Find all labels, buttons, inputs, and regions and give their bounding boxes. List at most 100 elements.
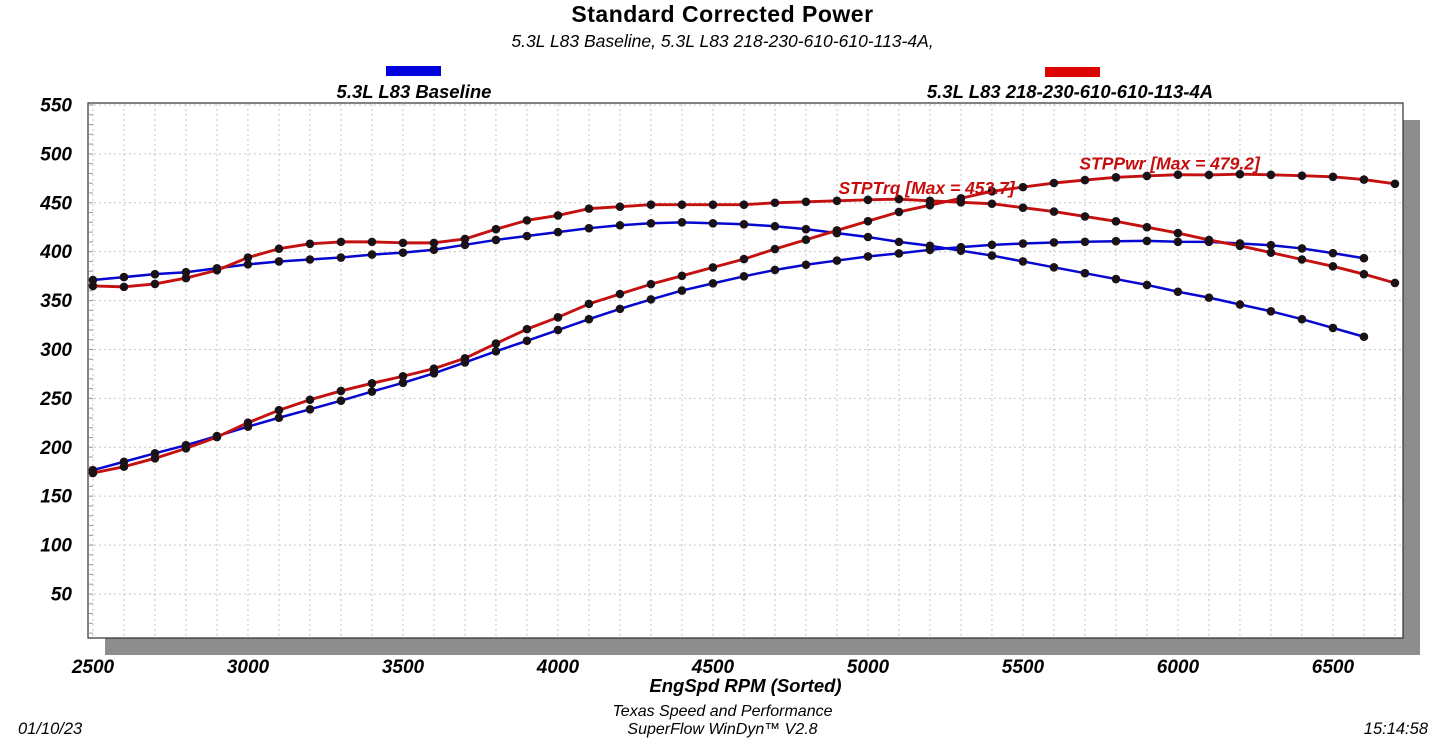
data-point-marker: [584, 204, 594, 213]
data-point-marker: [801, 235, 811, 245]
data-point-marker: [1142, 280, 1152, 290]
data-point-marker: [646, 279, 656, 289]
data-point-marker: [1359, 175, 1369, 184]
data-point-marker: [708, 219, 718, 228]
data-point-marker: [1173, 228, 1183, 238]
data-point-marker: [987, 251, 997, 260]
data-point-marker: [1266, 307, 1276, 316]
data-point-marker: [429, 245, 439, 255]
data-point-marker: [336, 396, 346, 406]
data-point-marker: [1080, 268, 1090, 278]
data-point-marker: [1204, 235, 1214, 245]
y-tick-label: 550: [40, 95, 72, 116]
data-point-marker: [491, 339, 501, 348]
data-point-marker: [1204, 293, 1214, 302]
data-point-marker: [1142, 171, 1152, 181]
data-point-marker: [584, 223, 594, 233]
data-point-marker: [553, 325, 563, 335]
data-point-marker: [243, 260, 253, 269]
data-point-marker: [491, 235, 501, 245]
data-point-marker: [1328, 262, 1338, 271]
data-point-marker: [1080, 212, 1090, 221]
data-point-marker: [615, 220, 625, 230]
footer-software: SuperFlow WinDyn™ V2.8: [627, 721, 818, 738]
data-point-marker: [1328, 248, 1338, 258]
data-point-marker: [863, 232, 873, 242]
data-point-marker: [1018, 257, 1028, 266]
data-point-marker: [863, 252, 873, 261]
data-point-marker: [1173, 287, 1183, 297]
data-point-marker: [150, 454, 160, 463]
data-point-marker: [646, 295, 656, 304]
data-point-marker: [367, 237, 377, 247]
data-point-marker: [274, 244, 284, 254]
data-point-marker: [1359, 253, 1369, 263]
data-point-marker: [150, 269, 160, 279]
data-point-marker: [243, 253, 253, 262]
data-point-marker: [863, 216, 873, 226]
x-tick-label: 3000: [227, 657, 270, 678]
data-point-marker: [925, 245, 935, 255]
data-point-marker: [739, 219, 749, 229]
data-point-marker: [1080, 237, 1090, 247]
data-point-marker: [181, 273, 191, 283]
data-point-marker: [1235, 241, 1245, 251]
data-point-marker: [1328, 172, 1338, 182]
footer-time: 15:14:58: [1363, 720, 1428, 738]
x-tick-label: 6000: [1157, 657, 1200, 678]
data-point-marker: [1018, 182, 1028, 192]
data-point-marker: [1297, 244, 1307, 253]
data-point-marker: [801, 260, 811, 270]
data-point-marker: [1359, 332, 1369, 342]
data-point-marker: [584, 314, 594, 324]
series-line-stppwr: [92, 239, 1365, 472]
data-point-marker: [1359, 269, 1369, 279]
data-point-marker: [987, 199, 997, 209]
data-point-marker: [584, 299, 594, 309]
data-point-marker: [398, 248, 408, 257]
data-point-marker: [1080, 175, 1090, 185]
x-tick-label: 3500: [382, 657, 425, 678]
data-point-marker: [150, 279, 160, 289]
data-point-marker: [1235, 300, 1245, 309]
chart-subtitle: 5.3L L83 Baseline, 5.3L L83 218-230-610-…: [511, 31, 934, 51]
data-point-marker: [770, 265, 780, 275]
data-point-marker: [677, 271, 687, 281]
data-point-marker: [1266, 248, 1276, 257]
data-point-marker: [274, 405, 284, 415]
data-point-marker: [1142, 222, 1152, 232]
data-point-marker: [336, 253, 346, 262]
data-point-marker: [1018, 203, 1028, 212]
y-tick-label: 300: [40, 340, 72, 361]
data-point-marker: [398, 371, 408, 381]
data-point-marker: [1328, 323, 1338, 333]
data-point-marker: [677, 286, 687, 295]
data-point-marker: [429, 364, 439, 373]
data-point-marker: [770, 244, 780, 254]
data-point-marker: [615, 202, 625, 211]
data-point-marker: [88, 468, 98, 478]
x-tick-label: 2500: [71, 657, 115, 678]
data-point-marker: [305, 395, 315, 405]
data-point-marker: [1266, 240, 1276, 250]
data-point-marker: [522, 324, 532, 334]
data-point-marker: [119, 272, 129, 282]
data-point-marker: [398, 378, 408, 388]
data-point-marker: [770, 221, 780, 231]
data-point-marker: [336, 237, 346, 247]
data-point-marker: [708, 263, 718, 272]
data-point-marker: [832, 196, 842, 206]
data-point-marker: [1297, 255, 1307, 264]
data-point-marker: [460, 234, 470, 244]
y-tick-label: 450: [39, 193, 72, 214]
data-point-marker: [1390, 179, 1400, 189]
data-point-marker: [677, 218, 687, 227]
data-point-marker: [1266, 170, 1276, 180]
data-point-marker: [305, 255, 315, 264]
data-point-marker: [894, 237, 904, 247]
data-point-marker: [894, 207, 904, 217]
series-max-annotation: STPTrq [Max = 453.7]: [838, 178, 1015, 198]
data-point-marker: [1111, 274, 1121, 284]
data-point-marker: [987, 187, 997, 196]
